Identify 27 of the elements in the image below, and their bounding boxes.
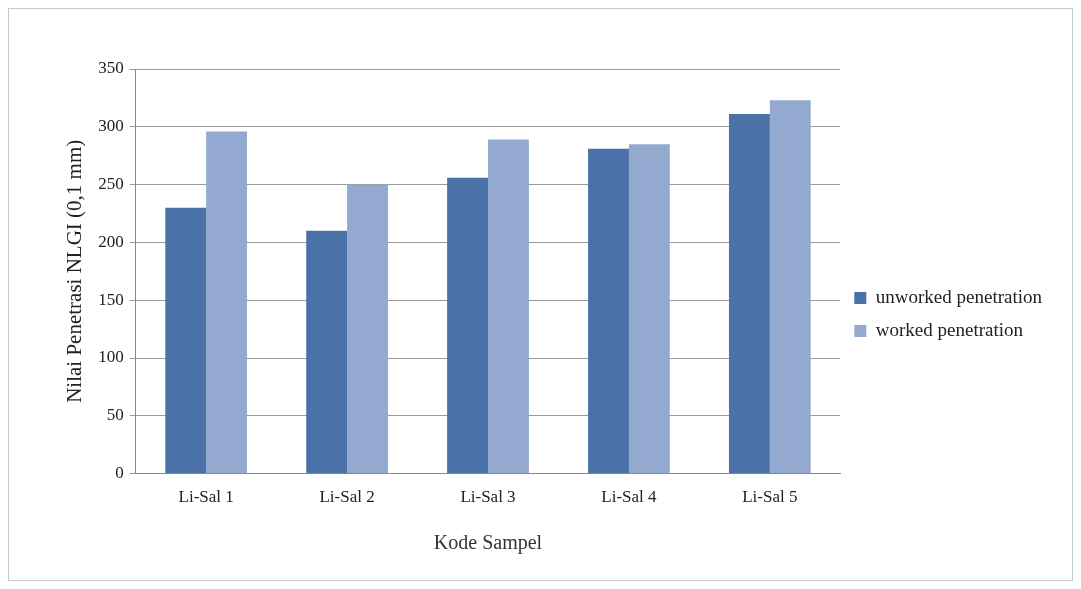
x-tick-label: Li-Sal 2 [319, 487, 375, 507]
bar [165, 207, 207, 474]
x-tick-label: Li-Sal 3 [460, 487, 516, 507]
bar [447, 177, 488, 474]
x-tick-label: Li-Sal 1 [178, 487, 234, 507]
bar [306, 230, 348, 474]
x-tick-label: Li-Sal 4 [601, 487, 658, 507]
y-tick-label: 250 [98, 174, 124, 194]
legend-label: worked penetration [875, 318, 1024, 340]
x-tick-label: Li-Sal 5 [742, 487, 798, 507]
y-tick-label: 150 [98, 289, 124, 309]
bar [628, 144, 670, 474]
bar [206, 131, 248, 474]
y-axis-title: Nilai Penetrasi NLGI (0,1 mm) [62, 139, 87, 403]
legend-label: unworked penetration [875, 285, 1043, 307]
bar [347, 184, 388, 474]
bar [728, 114, 770, 474]
y-tick-label: 50 [106, 405, 124, 425]
y-tick-label: 0 [115, 463, 124, 483]
y-tick-label: 350 [98, 58, 124, 78]
bar [769, 100, 811, 474]
y-tick-label: 100 [98, 347, 124, 367]
y-tick-label: 300 [98, 116, 124, 136]
bar [488, 139, 529, 474]
y-tick-label: 200 [98, 231, 124, 251]
x-axis-title: Kode Sampel [433, 531, 543, 555]
bar [588, 148, 629, 474]
